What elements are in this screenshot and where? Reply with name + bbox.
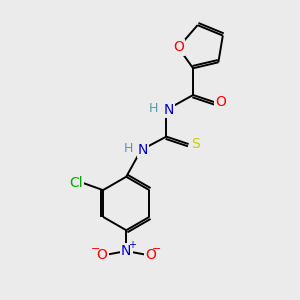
Text: N: N xyxy=(138,143,148,157)
Text: O: O xyxy=(215,95,226,110)
Text: H: H xyxy=(149,102,159,115)
Text: N: N xyxy=(121,244,131,258)
Text: −: − xyxy=(152,244,161,254)
Text: −: − xyxy=(91,244,100,254)
Text: Cl: Cl xyxy=(70,176,83,190)
Text: O: O xyxy=(173,40,184,55)
Text: O: O xyxy=(145,248,156,262)
Text: N: N xyxy=(163,103,174,117)
Text: O: O xyxy=(97,248,108,262)
Text: +: + xyxy=(128,240,136,250)
Text: S: S xyxy=(191,137,200,151)
Text: H: H xyxy=(124,142,133,155)
